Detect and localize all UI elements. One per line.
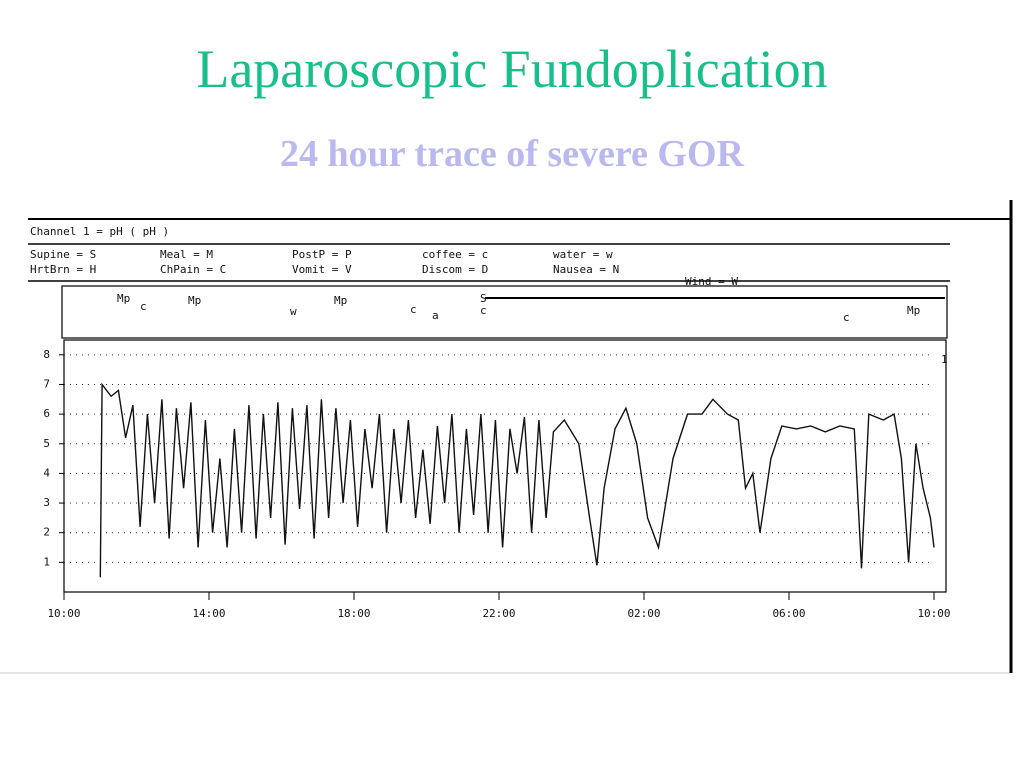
event-marker: c: [480, 304, 487, 317]
legend-item: Nausea = N: [553, 263, 619, 276]
slide-subtitle: 24 hour trace of severe GOR: [280, 133, 744, 175]
channel-marker: 1: [941, 353, 948, 366]
y-tick-label: 8: [43, 348, 50, 361]
legend-item: HrtBrn = H: [30, 263, 96, 276]
event-marker: Mp: [334, 294, 347, 307]
y-tick-label: 1: [43, 555, 50, 568]
legend-item: Vomit = V: [292, 263, 352, 276]
x-tick-label: 18:00: [337, 607, 370, 620]
legend-item: ChPain = C: [160, 263, 226, 276]
ph-trace: [99, 382, 935, 578]
y-tick-label: 5: [43, 437, 50, 450]
legend-item: Discom = D: [422, 263, 488, 276]
event-marker: Mp: [188, 294, 201, 307]
event-marker: w: [290, 305, 297, 318]
y-tick-label: 7: [43, 377, 50, 390]
event-marker: Mp: [907, 304, 920, 317]
legend-item: coffee = c: [422, 248, 488, 261]
y-tick-label: 4: [43, 466, 50, 479]
y-tick-label: 3: [43, 496, 50, 509]
x-tick-label: 10:00: [917, 607, 950, 620]
y-tick-label: 6: [43, 407, 50, 420]
event-marker: c: [843, 311, 850, 324]
channel-label: Channel 1 = pH ( pH ): [30, 225, 169, 238]
scan-area: [0, 200, 1010, 672]
event-marker: Mp: [117, 292, 130, 305]
y-tick-label: 2: [43, 526, 50, 539]
event-marker: c: [410, 303, 417, 316]
plot-frame: [63, 339, 947, 593]
x-tick-label: 06:00: [772, 607, 805, 620]
x-tick-label: 02:00: [627, 607, 660, 620]
event-marker: c: [140, 300, 147, 313]
legend-item: water = w: [553, 248, 613, 261]
event-box: [61, 285, 948, 339]
slide-title: Laparoscopic Fundoplication: [196, 39, 828, 99]
legend-item: Meal = M: [160, 248, 213, 261]
x-tick-label: 14:00: [192, 607, 225, 620]
x-tick-label: 10:00: [47, 607, 80, 620]
legend-item: PostP = P: [292, 248, 352, 261]
x-tick-label: 22:00: [482, 607, 515, 620]
legend-item: Supine = S: [30, 248, 96, 261]
legend-item: Wind = W: [685, 275, 738, 288]
event-marker: a: [432, 309, 439, 322]
event-marker: S: [480, 292, 487, 305]
